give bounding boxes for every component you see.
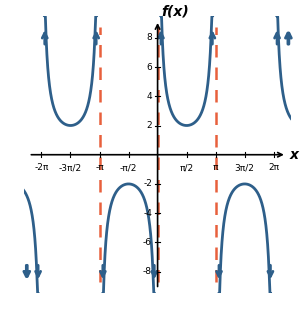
Text: 2π: 2π	[268, 163, 279, 173]
Text: -π: -π	[95, 163, 104, 173]
Text: 8: 8	[146, 33, 152, 42]
Text: -6: -6	[143, 238, 152, 247]
Text: -2π: -2π	[34, 163, 49, 173]
Text: x: x	[289, 148, 298, 162]
Text: -π/2: -π/2	[120, 163, 137, 173]
Text: -2: -2	[143, 179, 152, 189]
Text: -4: -4	[143, 209, 152, 218]
Text: -3π/2: -3π/2	[59, 163, 82, 173]
Text: -8: -8	[143, 267, 152, 276]
Text: f(x): f(x)	[161, 5, 189, 19]
Text: π: π	[213, 163, 218, 173]
Text: 2: 2	[146, 121, 152, 130]
Text: 4: 4	[146, 92, 152, 101]
Text: π/2: π/2	[180, 163, 194, 173]
Text: 3π/2: 3π/2	[235, 163, 255, 173]
Text: 6: 6	[146, 63, 152, 71]
